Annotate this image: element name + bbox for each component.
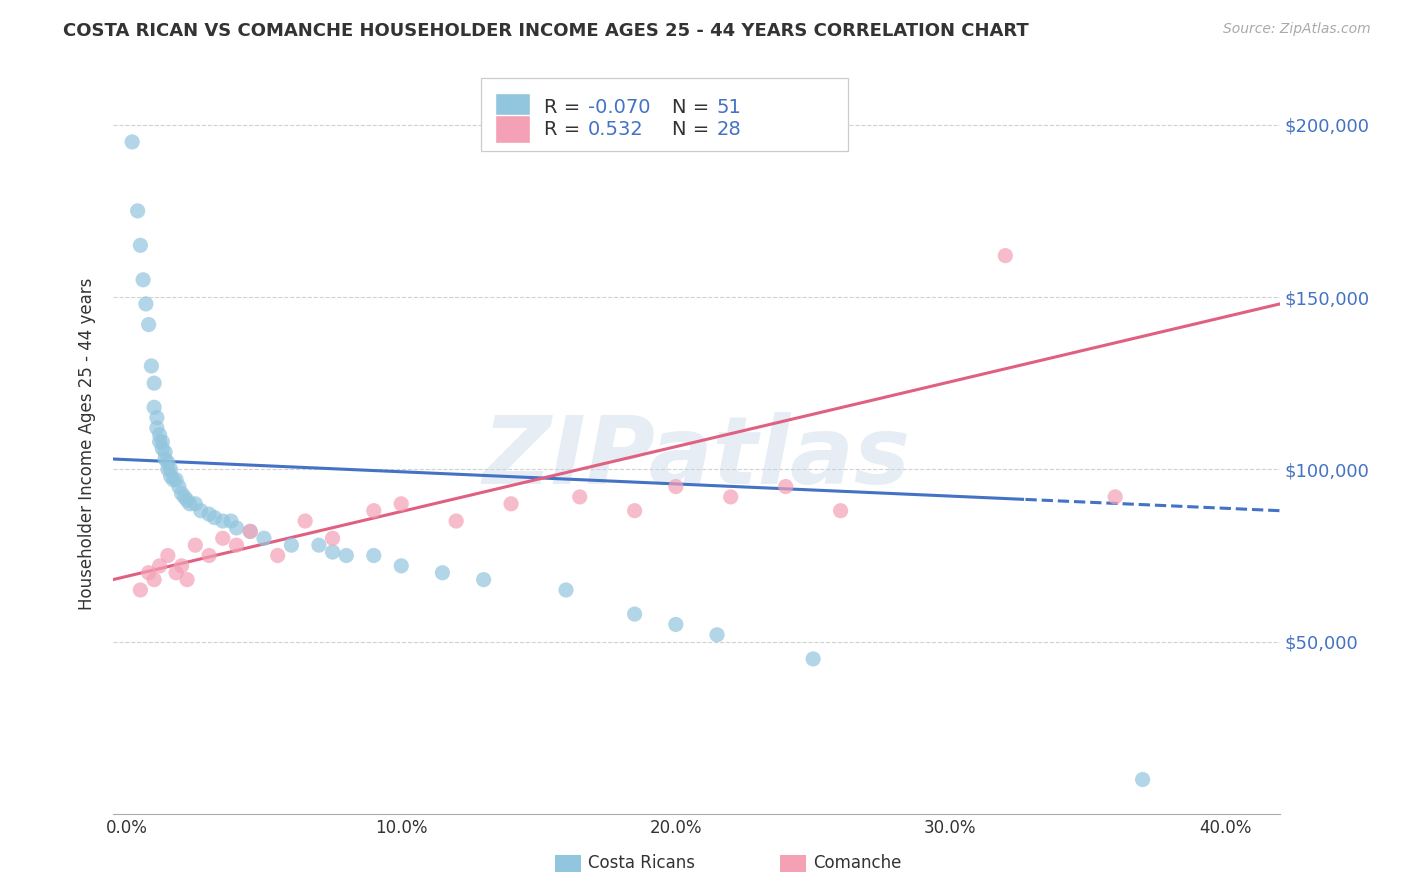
Point [135,297,157,311]
Point [335,549,357,563]
Point [184,538,207,552]
Point [121,135,143,149]
Point [156,549,179,563]
Point [150,442,173,456]
Point [141,359,163,373]
Point [239,524,262,539]
Point [153,445,176,459]
Point [165,566,187,580]
Point [149,558,172,573]
Text: N =: N = [672,120,716,139]
Point [501,497,523,511]
Point [280,538,302,552]
Point [267,549,290,563]
Text: 0.532: 0.532 [588,120,644,139]
Point [176,493,198,508]
Point [568,490,591,504]
Point [132,273,155,287]
Point [389,497,412,511]
Point [149,428,172,442]
Point [706,628,728,642]
Point [204,510,226,524]
Point [159,469,181,483]
Text: -0.070: -0.070 [588,97,651,117]
Point [170,558,193,573]
Point [775,479,797,493]
Point [225,538,247,552]
Text: 28: 28 [716,120,741,139]
Text: 51: 51 [716,97,741,117]
Point [176,573,198,587]
Point [830,504,852,518]
Point [219,514,242,528]
Point [211,514,233,528]
Point [294,514,316,528]
Point [720,490,742,504]
Text: COSTA RICAN VS COMANCHE HOUSEHOLDER INCOME AGES 25 - 44 YEARS CORRELATION CHART: COSTA RICAN VS COMANCHE HOUSEHOLDER INCO… [63,22,1029,40]
FancyBboxPatch shape [495,115,530,144]
Point [225,521,247,535]
Point [623,607,645,621]
Point [322,531,344,545]
Point [146,421,169,435]
FancyBboxPatch shape [481,78,848,151]
Text: N =: N = [672,97,716,117]
Point [994,249,1017,263]
Point [253,531,276,545]
Point [665,617,688,632]
Point [173,490,195,504]
Point [143,401,166,415]
Point [150,434,173,449]
Point [363,504,385,518]
FancyBboxPatch shape [495,93,530,121]
Point [190,504,212,518]
Point [665,479,688,493]
Text: ZIPatlas: ZIPatlas [482,412,911,504]
Point [149,434,172,449]
Point [143,376,166,391]
Point [198,507,221,521]
Point [127,203,149,218]
Point [444,514,467,528]
Y-axis label: Householder Income Ages 25 - 44 years: Householder Income Ages 25 - 44 years [79,277,96,609]
Point [1104,490,1126,504]
Point [389,558,412,573]
Point [623,504,645,518]
Text: Source: ZipAtlas.com: Source: ZipAtlas.com [1223,22,1371,37]
Point [138,318,160,332]
Point [143,573,166,587]
Text: Comanche: Comanche [813,855,901,872]
Text: R =: R = [544,97,586,117]
Point [801,652,824,666]
Point [129,238,152,252]
Point [211,531,233,545]
Point [170,486,193,500]
Point [322,545,344,559]
Point [165,473,187,487]
Point [432,566,454,580]
Text: R =: R = [544,120,586,139]
Point [239,524,262,539]
Point [198,549,221,563]
Point [146,410,169,425]
Point [472,573,495,587]
Point [167,479,190,493]
Point [162,473,184,487]
Text: Costa Ricans: Costa Ricans [588,855,695,872]
Point [138,566,160,580]
Point [1132,772,1154,787]
Point [179,497,201,511]
Point [184,497,207,511]
Point [159,462,181,476]
Point [156,462,179,476]
Point [129,582,152,597]
Point [156,455,179,469]
Point [363,549,385,563]
Point [308,538,330,552]
Point [153,452,176,467]
Point [555,582,578,597]
